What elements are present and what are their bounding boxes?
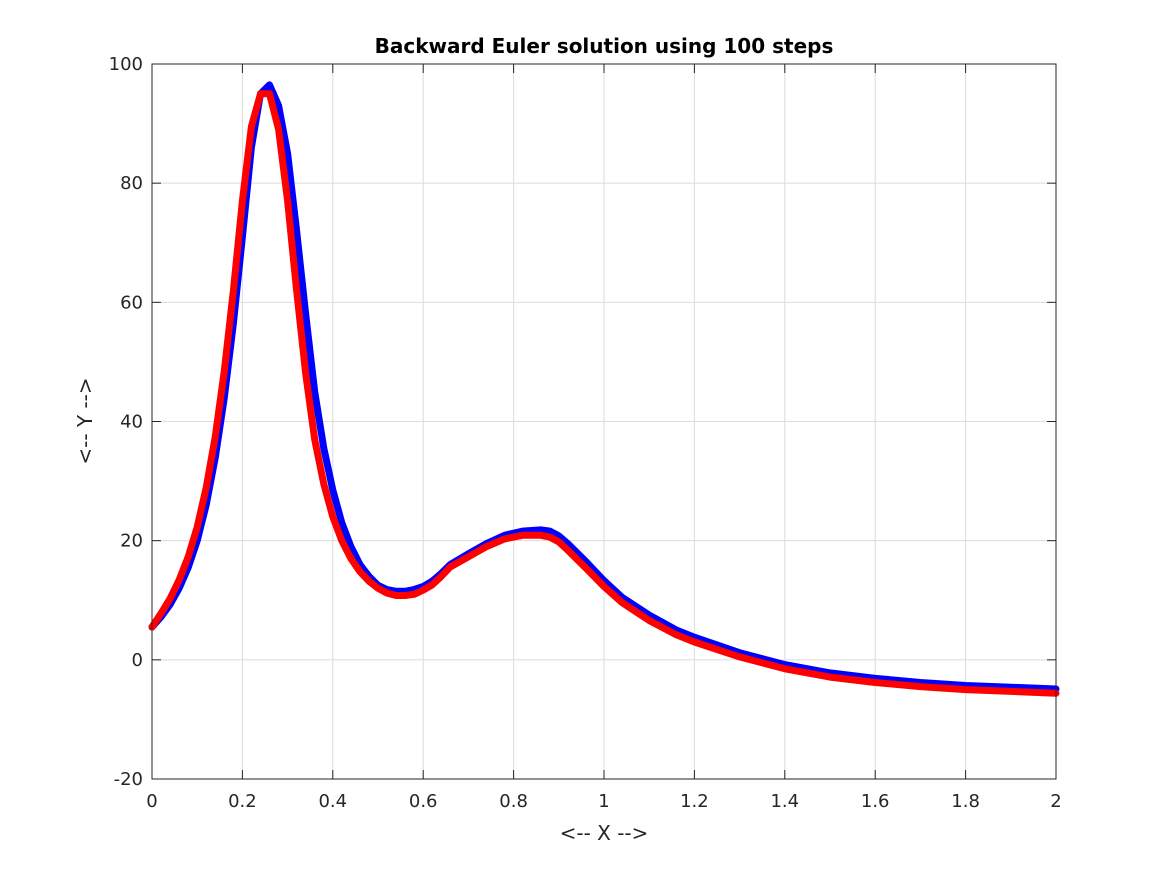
y-axis-label: <-- Y --> <box>73 377 97 464</box>
y-tick-label: 20 <box>120 531 143 552</box>
x-tick-label: 0.8 <box>499 791 528 812</box>
y-tick-label: -20 <box>114 769 143 790</box>
x-tick-label: 0.6 <box>409 791 438 812</box>
x-tick-label: 1 <box>598 791 609 812</box>
y-tick-label: 0 <box>132 650 143 671</box>
axis-ticks <box>151 63 1057 780</box>
series-line-red <box>148 90 1060 697</box>
x-tick-label: 1.2 <box>680 791 709 812</box>
x-tick-label: 2 <box>1050 791 1061 812</box>
x-tick-label: 1.8 <box>951 791 980 812</box>
y-tick-label: 100 <box>109 54 143 75</box>
chart-title: Backward Euler solution using 100 steps <box>375 34 834 58</box>
x-tick-label: 0 <box>146 791 157 812</box>
axis-tick-labels: 0 0.2 0.4 0.6 0.8 1 1.2 1.4 1.6 1.8 2-200204060801… <box>109 54 1062 812</box>
x-tick-label: 1.6 <box>861 791 890 812</box>
y-tick-label: 80 <box>120 173 143 194</box>
y-tick-label: 40 <box>120 412 143 433</box>
x-tick-label: 1.4 <box>770 791 799 812</box>
series-line-blue <box>148 81 1060 693</box>
x-tick-label: 0.2 <box>228 791 257 812</box>
y-tick-label: 60 <box>120 292 143 313</box>
x-tick-label: 0.4 <box>318 791 347 812</box>
series-lines <box>148 81 1060 697</box>
x-axis-label: <-- X --> <box>560 821 649 845</box>
